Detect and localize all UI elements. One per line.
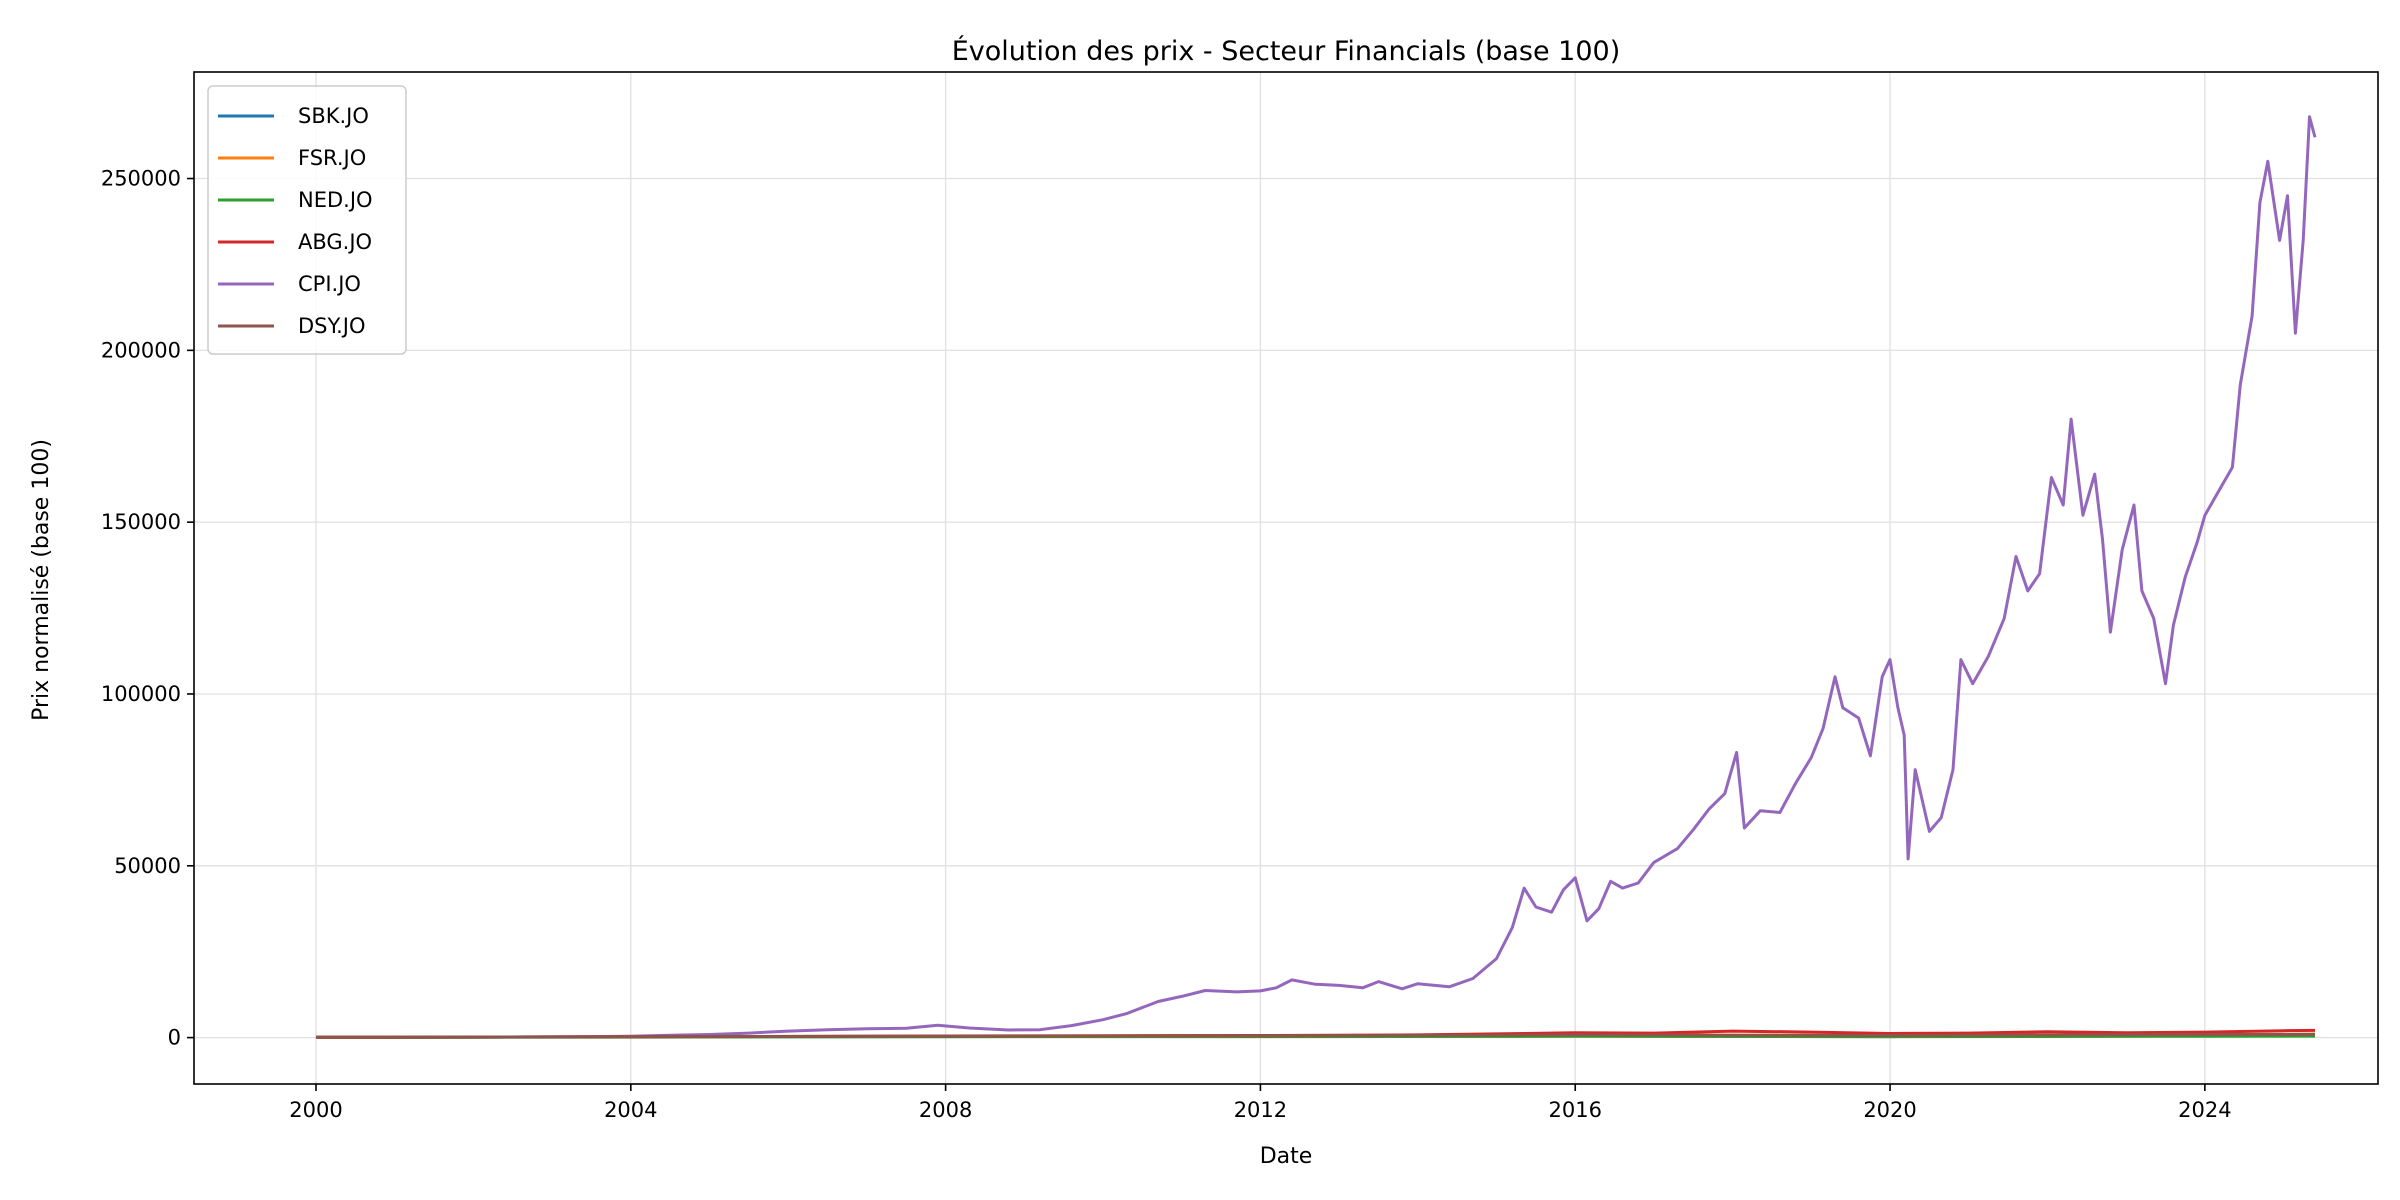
legend-label: SBK.JO [298, 104, 369, 128]
y-axis: 0 50000 100000 150000 200000 250000 [101, 167, 194, 1050]
legend-label: NED.JO [298, 188, 373, 212]
legend: SBK.JO FSR.JO NED.JO ABG.JO CPI.JO DSY.JO [207, 85, 407, 355]
x-axis-title: Date [1260, 1144, 1313, 1169]
y-axis-title: Prix normalisé (base 100) [29, 439, 54, 721]
legend-label: CPI.JO [298, 272, 361, 296]
legend-box [207, 85, 407, 355]
legend-label: DSY.JO [298, 314, 365, 338]
legend-label: FSR.JO [298, 146, 366, 170]
y-tick-label: 150000 [101, 510, 181, 534]
y-tick-label: 200000 [101, 338, 181, 362]
series-lines [315, 115, 2317, 1039]
legend-label: ABG.JO [298, 230, 372, 254]
series-line-cpi-jo [315, 115, 2317, 1039]
x-tick-label: 2000 [289, 1098, 342, 1122]
plot-frame [193, 71, 2379, 1085]
y-tick-label: 0 [168, 1026, 181, 1050]
x-tick-label: 2008 [919, 1098, 972, 1122]
x-tick-label: 2012 [1234, 1098, 1287, 1122]
x-axis: 2000 2004 2008 2012 2016 2020 2024 [289, 1084, 2232, 1122]
x-tick-label: 2016 [1549, 1098, 1602, 1122]
x-tick-label: 2004 [604, 1098, 657, 1122]
x-tick-label: 2020 [1863, 1098, 1916, 1122]
y-tick-label: 100000 [101, 682, 181, 706]
y-tick-label: 50000 [114, 854, 181, 878]
y-tick-label: 250000 [101, 167, 181, 191]
series-line-dsy-jo [315, 1032, 2316, 1039]
x-tick-label: 2024 [2178, 1098, 2231, 1122]
chart-title: Évolution des prix - Secteur Financials … [952, 35, 1621, 67]
